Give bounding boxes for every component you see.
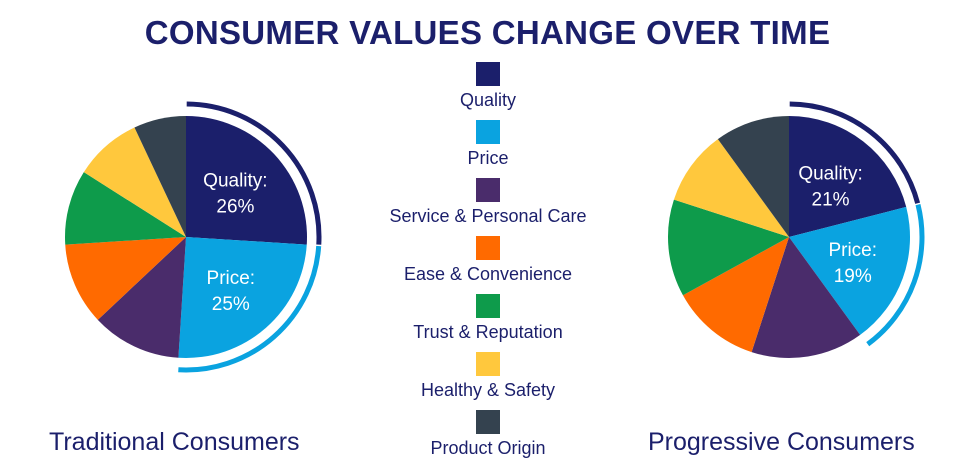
slice-value-price: 19% (834, 266, 872, 287)
pie-slice-service-and-personal-care (751, 237, 861, 358)
legend-swatch (476, 294, 500, 318)
legend-swatch (476, 178, 500, 202)
legend-swatch (476, 120, 500, 144)
chart-title: CONSUMER VALUES CHANGE OVER TIME (144, 14, 831, 51)
pie-slice-healthy-and-safety (673, 139, 789, 237)
slice-value-quality: 21% (812, 189, 850, 210)
slice-value-quality: 26% (216, 197, 254, 218)
highlight-arc-quality (789, 101, 921, 204)
pie-chart-traditional: Quality: 26% Price: 25% (65, 101, 322, 373)
slice-label-quality: Quality: (203, 171, 267, 192)
pie-slice-quality (186, 116, 307, 245)
slice-label-price: Price: (207, 268, 256, 289)
slice-value-price: 25% (212, 294, 250, 315)
legend-label: Price (467, 148, 509, 168)
pie-slice-price (178, 237, 307, 358)
legend-swatch (476, 352, 500, 376)
pie-slice-trust-and-reputation (65, 172, 186, 245)
slice-label-quality: Quality: (798, 163, 862, 184)
pie-slice-price (789, 206, 910, 335)
pie-slice-service-and-personal-care (97, 237, 186, 358)
caption-progressive: Progressive Consumers (648, 428, 915, 456)
slice-label-price: Price: (828, 240, 877, 261)
pie-slice-quality (789, 116, 907, 237)
legend-item-health: Healthy & Safety (360, 352, 616, 410)
legend-swatch (476, 62, 500, 86)
highlight-arc-price (178, 245, 322, 373)
legend-label: Ease & Convenience (403, 264, 573, 284)
legend-label: Trust & Reputation (413, 322, 563, 342)
pie-slice-ease-and-convenience (682, 237, 789, 353)
legend-swatch (476, 236, 500, 260)
legend-label: Quality (459, 90, 517, 110)
legend-item-origin: Product Origin (360, 410, 616, 468)
pie-chart-progressive: Quality: 21% Price: 19% (668, 101, 925, 358)
legend-item-ease: Ease & Convenience (360, 236, 616, 294)
pie-slice-healthy-and-safety (83, 127, 186, 237)
legend: Quality Price Service & Personal Care Ea… (360, 62, 616, 468)
highlight-arc-quality (186, 101, 322, 245)
caption-traditional: Traditional Consumers (49, 428, 300, 456)
highlight-arc-price (866, 203, 925, 347)
legend-label: Product Origin (430, 438, 546, 458)
pie-slice-trust-and-reputation (668, 199, 789, 296)
pie-slice-product-origin (134, 116, 186, 237)
pie-slice-product-origin (717, 116, 789, 237)
legend-swatch (476, 410, 500, 434)
pie-slice-ease-and-convenience (65, 237, 186, 320)
legend-item-quality: Quality (360, 62, 616, 120)
legend-label: Healthy & Safety (420, 380, 556, 400)
legend-item-service: Service & Personal Care (360, 178, 616, 236)
legend-label: Service & Personal Care (389, 206, 587, 226)
legend-item-trust: Trust & Reputation (360, 294, 616, 352)
legend-item-price: Price (360, 120, 616, 178)
